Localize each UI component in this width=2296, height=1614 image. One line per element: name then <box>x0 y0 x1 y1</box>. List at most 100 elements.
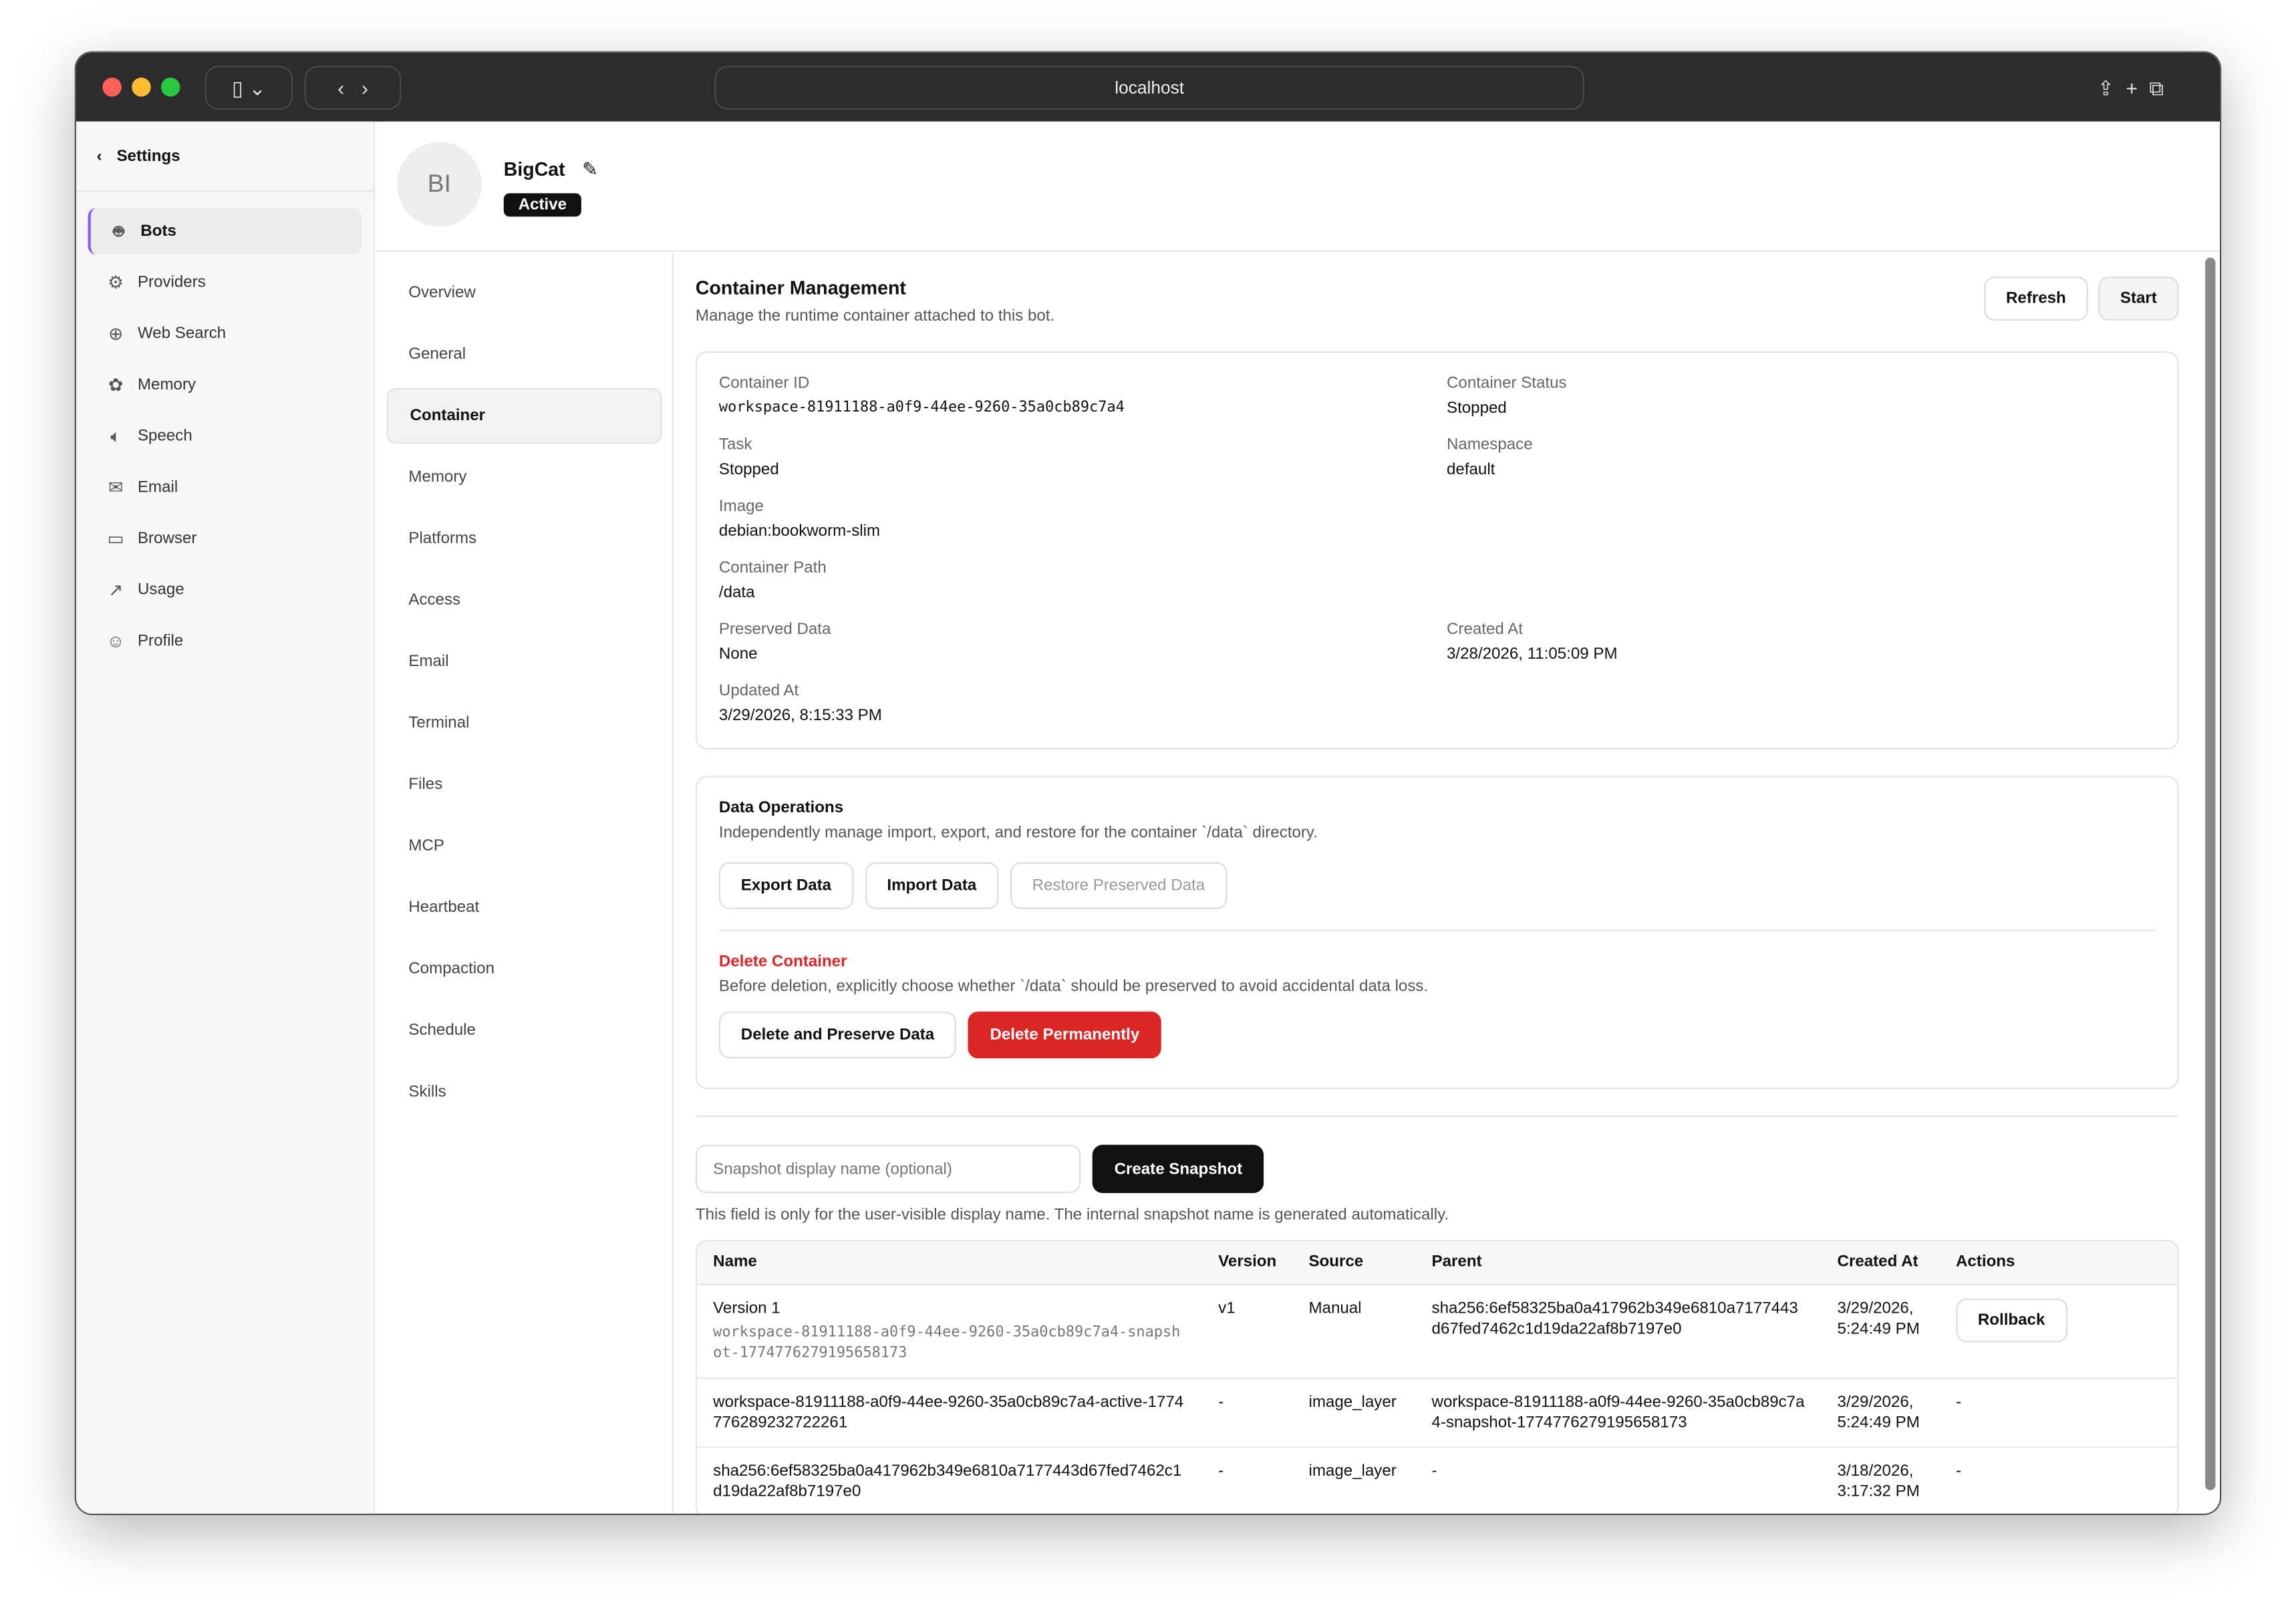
tab-access[interactable]: Access <box>408 591 461 609</box>
page-title: Container Management <box>695 277 906 299</box>
sidebar-item-label: Bots <box>140 222 176 240</box>
snapshot-source: image_layer <box>1292 1378 1416 1448</box>
chevron-left-icon: ‹ <box>96 147 102 165</box>
bot-subnav: Overview General Container Memory Platforms A… <box>376 253 674 1514</box>
label: Container ID <box>718 374 810 393</box>
sidebar-item-label: Email <box>137 478 178 496</box>
close-window-button[interactable] <box>102 77 122 97</box>
tab-skills[interactable]: Skills <box>408 1083 446 1101</box>
address-bar[interactable]: localhost <box>714 65 1584 110</box>
sidebar-item-label: Profile <box>137 632 184 650</box>
chart-icon: ↗ <box>108 579 124 601</box>
sidebar-item-label: Browser <box>137 530 197 548</box>
sidebar-item-browser[interactable]: ▭ Browser <box>88 515 362 562</box>
column-header: Parent <box>1415 1241 1822 1285</box>
back-forward-icon[interactable]: ‹ › <box>304 65 402 110</box>
tab-general[interactable]: General <box>408 345 466 363</box>
tab-schedule[interactable]: Schedule <box>408 1021 476 1039</box>
tab-mcp[interactable]: MCP <box>408 837 444 855</box>
page-subtitle: Manage the runtime container attached to… <box>695 307 1055 325</box>
mail-icon: ✉ <box>108 477 124 498</box>
snapshot-name-input[interactable] <box>695 1144 1081 1193</box>
tab-platforms[interactable]: Platforms <box>408 530 477 548</box>
url-text: localhost <box>1115 77 1185 98</box>
create-snapshot-button[interactable]: Create Snapshot <box>1092 1144 1265 1193</box>
label: Preserved Data <box>718 621 831 639</box>
minimize-window-button[interactable] <box>132 77 151 97</box>
sidebar-item-providers[interactable]: ⚙ Providers <box>88 259 362 306</box>
path-value: /data <box>718 584 755 602</box>
import-data-button[interactable]: Import Data <box>865 862 999 909</box>
task-value: Stopped <box>718 461 779 479</box>
no-action: - <box>1956 1462 1962 1480</box>
sidebar-item-speech[interactable]: 🔈︎ Speech <box>88 413 362 460</box>
start-button[interactable]: Start <box>2098 277 2179 321</box>
sidebar-item-usage[interactable]: ↗ Usage <box>88 567 362 613</box>
updated-value: 3/29/2026, 8:15:33 PM <box>718 707 882 725</box>
tab-email[interactable]: Email <box>408 653 449 671</box>
share-newtab-tabs-icons[interactable]: ⇪ + ⧉ <box>2097 75 2164 99</box>
snapshot-parent: workspace-81911188-a0f9-44ee-9260-35a0cb… <box>1415 1378 1822 1448</box>
delete-preserve-button[interactable]: Delete and Preserve Data <box>718 1011 957 1059</box>
maximize-window-button[interactable] <box>161 77 180 97</box>
sidebar-item-profile[interactable]: ☺ Profile <box>88 618 362 665</box>
tab-heartbeat[interactable]: Heartbeat <box>408 899 480 917</box>
browser-window: ▯ ⌄ ‹ › localhost ⇪ + ⧉ ‹ Settings 🤖︎ Bots… <box>74 51 2222 1515</box>
tab-compaction[interactable]: Compaction <box>408 960 495 978</box>
container-info-card: Container ID workspace-81911188-a0f9-44ee… <box>695 351 2179 750</box>
sidebar-item-web-search[interactable]: ⊕ Web Search <box>88 311 362 357</box>
rollback-button[interactable]: Rollback <box>1956 1297 2067 1342</box>
column-header: Created At <box>1821 1241 1940 1285</box>
scrollbar[interactable] <box>2205 257 2216 1490</box>
column-header: Version <box>1202 1241 1293 1285</box>
image-value: debian:bookworm-slim <box>718 522 881 540</box>
bot-icon: 🤖︎ <box>113 220 124 241</box>
tab-files[interactable]: Files <box>408 776 443 794</box>
tab-container[interactable]: Container <box>386 387 662 444</box>
restore-preserved-data-button[interactable]: Restore Preserved Data <box>1010 862 1228 909</box>
status-badge: Active <box>503 193 582 217</box>
label: Image <box>718 498 764 516</box>
speaker-icon: 🔈︎ <box>110 425 121 446</box>
refresh-button[interactable]: Refresh <box>1984 277 2088 321</box>
snapshots-table: Name Version Source Parent Created At Actions… <box>695 1240 2179 1514</box>
sidebar-item-label: Memory <box>137 376 196 394</box>
snapshot-parent: - <box>1415 1446 1822 1514</box>
sidebar-item-memory[interactable]: ✿ Memory <box>88 361 362 408</box>
snapshot-version: v1 <box>1202 1283 1293 1379</box>
data-operations-card: Data Operations Independently manage imp… <box>695 776 2179 1090</box>
sidebar-item-bots[interactable]: 🤖︎ Bots <box>88 208 362 255</box>
snapshot-created: 3/29/2026, 5:24:49 PM <box>1821 1283 1940 1379</box>
container-status: Stopped <box>1447 399 1507 418</box>
sidebar-item-email[interactable]: ✉ Email <box>88 464 362 511</box>
label: Namespace <box>1447 436 1533 454</box>
sidebar-toggle-icon[interactable]: ▯ ⌄ <box>204 65 293 110</box>
snapshot-name: Version 1 <box>713 1299 780 1317</box>
snapshot-version: - <box>1202 1446 1293 1514</box>
settings-label: Settings <box>116 147 180 165</box>
back-to-settings[interactable]: ‹ Settings <box>76 122 374 192</box>
column-header: Name <box>697 1241 1203 1285</box>
container-id: workspace-81911188-a0f9-44ee-9260-35a0cb… <box>718 399 1125 416</box>
snapshot-hint: This field is only for the user-visible … <box>695 1206 1449 1224</box>
browser-icon: ▭ <box>107 528 124 549</box>
label: Updated At <box>718 682 799 700</box>
tab-overview[interactable]: Overview <box>408 284 476 302</box>
table-row: sha256:6ef58325ba0a417962b349e6810a71774… <box>697 1446 2178 1514</box>
data-ops-desc: Independently manage import, export, and… <box>718 824 1318 842</box>
user-icon: ☺ <box>106 631 125 652</box>
delete-permanently-button[interactable]: Delete Permanently <box>968 1011 1162 1059</box>
edit-icon[interactable]: ✎ <box>582 158 598 180</box>
export-data-button[interactable]: Export Data <box>718 862 853 909</box>
delete-desc: Before deletion, explicitly choose wheth… <box>718 977 1429 996</box>
sidebar-item-label: Web Search <box>137 325 227 343</box>
tab-terminal[interactable]: Terminal <box>408 714 470 732</box>
providers-icon: ⚙ <box>108 272 124 293</box>
tab-memory[interactable]: Memory <box>408 468 467 486</box>
title-bar: ▯ ⌄ ‹ › localhost ⇪ + ⧉ <box>76 52 2220 122</box>
column-header: Source <box>1292 1241 1416 1285</box>
label: Container Path <box>718 559 827 577</box>
snapshot-version: - <box>1202 1378 1293 1448</box>
sidebar-item-label: Providers <box>137 273 206 292</box>
no-action: - <box>1956 1393 1962 1411</box>
